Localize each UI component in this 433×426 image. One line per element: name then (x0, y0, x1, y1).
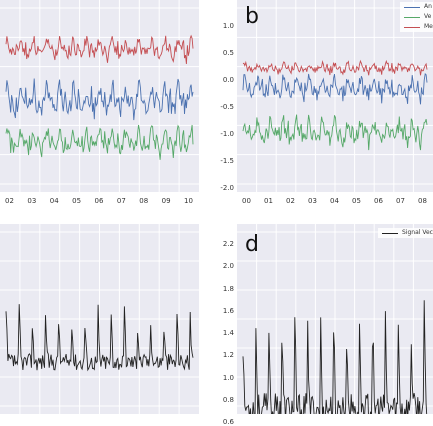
x-tick-label: 05 (72, 197, 82, 205)
y-tick-label: 0.6 (222, 418, 234, 426)
legend-entry: Ve (400, 12, 433, 22)
x-tick-label: 08 (139, 197, 149, 205)
legend-entry: Me (400, 22, 433, 32)
panel-b-plot (237, 0, 433, 192)
panel-d-label: d (245, 232, 259, 257)
legend-label: Ve (424, 13, 432, 20)
panel-b-lines (237, 0, 433, 192)
x-tick-label: 10 (184, 197, 193, 205)
series-line-0 (5, 304, 194, 372)
panel-b-label: b (245, 4, 259, 29)
x-tick-label: 01 (264, 197, 273, 205)
panel-d-plot (237, 224, 433, 414)
legend-label: Signal Vecto (402, 229, 433, 236)
x-tick-label: 02 (5, 197, 14, 205)
legend-label: Me (424, 23, 433, 30)
legend-swatch (404, 17, 420, 18)
legend-swatch (404, 27, 420, 28)
y-tick-label: -1.5 (220, 157, 234, 165)
legend-swatch (404, 7, 420, 8)
series-line-0 (5, 34, 194, 65)
x-tick-label: 07 (396, 197, 405, 205)
y-tick-label: 1.2 (222, 351, 234, 360)
panel-a-plot (0, 0, 199, 192)
y-tick-label: 0.0 (222, 76, 234, 84)
y-tick-label: 1.0 (222, 22, 234, 30)
x-tick-label: 04 (330, 197, 339, 205)
series-line-1 (5, 78, 194, 121)
x-tick-label: 00 (242, 197, 251, 205)
x-tick-label: 09 (161, 197, 171, 205)
series-line-0 (242, 73, 428, 105)
legend-entry: Signal Vecto (378, 228, 433, 238)
legend-label: An (424, 3, 432, 10)
y-tick-label: 0.8 (222, 395, 234, 404)
panel-a-lines (0, 0, 199, 192)
panel-c-plot (0, 224, 199, 414)
panel-d-lines (237, 224, 433, 414)
y-tick-label: 2.2 (222, 240, 234, 248)
y-tick-label: -0.5 (220, 103, 234, 111)
y-tick-label: 1.4 (222, 329, 234, 337)
x-tick-label: 07 (116, 197, 126, 205)
panel-d-legend: Signal Vecto (378, 228, 433, 238)
x-tick-label: 08 (418, 197, 427, 205)
y-tick-label: 1.6 (222, 306, 234, 315)
x-tick-label: 03 (308, 197, 317, 205)
series-line-2 (5, 124, 194, 160)
y-tick-label: 0.5 (222, 49, 234, 57)
series-line-2 (242, 59, 428, 76)
series-line-0 (242, 300, 428, 414)
x-tick-label: 05 (352, 197, 361, 205)
legend-swatch (382, 233, 398, 234)
panel-b-legend: An Ve Me (400, 2, 433, 32)
y-tick-label: 1.8 (222, 284, 234, 293)
y-tick-label: -1.0 (220, 130, 234, 138)
x-tick-label: 02 (286, 197, 295, 205)
legend-entry: An (400, 2, 433, 12)
y-tick-label: -2.0 (220, 184, 234, 192)
y-tick-label: 2.0 (222, 262, 234, 271)
x-tick-label: 06 (94, 197, 104, 205)
y-tick-label: 1.0 (222, 373, 234, 382)
x-tick-label: 06 (374, 197, 383, 205)
panel-c-lines (0, 224, 199, 414)
series-line-1 (242, 114, 428, 151)
x-tick-label: 04 (49, 197, 59, 205)
x-tick-label: 03 (27, 197, 37, 205)
